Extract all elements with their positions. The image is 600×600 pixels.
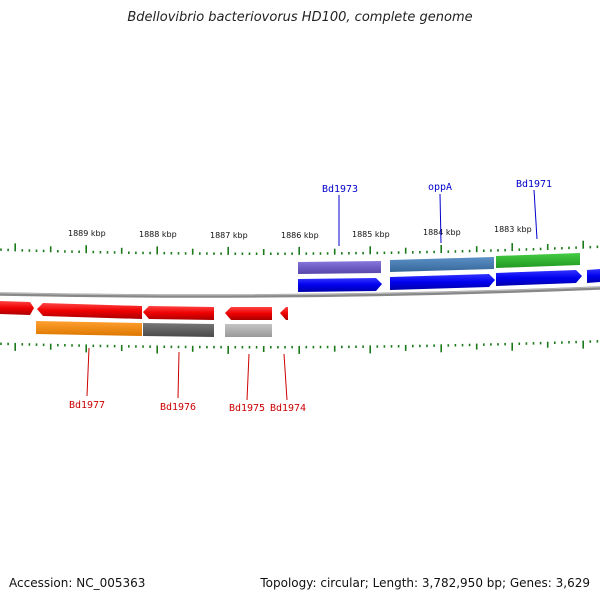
gene-label-bd1974[interactable]: Bd1974	[270, 403, 306, 414]
genome-backbone	[0, 286, 600, 298]
scale-label: 1889 kbp	[68, 229, 106, 238]
scale-labels: 1889 kbp 1888 kbp 1887 kbp 1886 kbp 1885…	[68, 225, 532, 240]
cog-bar-bd1975[interactable]	[225, 324, 272, 337]
cog-bar-oppa[interactable]	[390, 257, 494, 272]
cds-arrow-bd1976[interactable]	[143, 306, 214, 320]
gene-label-oppa[interactable]: oppA	[428, 182, 452, 193]
leader-line-bd1975	[246, 353, 250, 401]
cds-arrow-bd1974[interactable]	[280, 307, 288, 320]
scale-label: 1883 kbp	[494, 225, 532, 234]
scale-ticks-top	[0, 240, 599, 255]
leader-line-bd1974	[283, 353, 288, 401]
scale-label: 1886 kbp	[281, 231, 319, 240]
cds-arrow-bd1975[interactable]	[225, 307, 272, 320]
leader-line-oppa	[439, 193, 442, 244]
gene-label-bd1971[interactable]: Bd1971	[516, 179, 552, 190]
gene-label-bd1977[interactable]: Bd1977	[69, 400, 105, 411]
map-title: Bdellovibrio bacteriovorus HD100, comple…	[127, 10, 473, 25]
cds-arrow-partial-left[interactable]	[0, 301, 34, 315]
gene-label-bd1975[interactable]: Bd1975	[229, 403, 265, 414]
scale-label: 1888 kbp	[139, 230, 177, 239]
cds-arrow-bd1973[interactable]	[298, 278, 382, 292]
scale-label: 1885 kbp	[352, 230, 390, 239]
cog-bar-bd1976[interactable]	[143, 323, 214, 337]
cds-arrow-oppa[interactable]	[390, 274, 495, 290]
leader-line-bd1976	[177, 351, 180, 399]
cds-arrow-bd1977[interactable]	[37, 303, 142, 319]
scale-ticks-bottom	[0, 340, 599, 354]
accession-text: Accession: NC_005363	[9, 576, 146, 590]
cds-arrow-partial[interactable]	[587, 269, 600, 283]
cog-bar-bd1971[interactable]	[496, 253, 580, 268]
cog-bar-bd1977[interactable]	[36, 321, 142, 336]
gene-label-bd1973[interactable]: Bd1973	[322, 184, 358, 195]
genome-stats-text: Topology: circular; Length: 3,782,950 bp…	[260, 576, 590, 590]
cog-bar-bd1973[interactable]	[298, 261, 381, 274]
leader-line-bd1971	[533, 189, 538, 240]
scale-label: 1884 kbp	[423, 228, 461, 237]
scale-label: 1887 kbp	[210, 231, 248, 240]
gene-label-bd1976[interactable]: Bd1976	[160, 402, 196, 413]
leader-line-bd1977	[86, 347, 90, 397]
cds-arrow-bd1971[interactable]	[496, 270, 582, 286]
